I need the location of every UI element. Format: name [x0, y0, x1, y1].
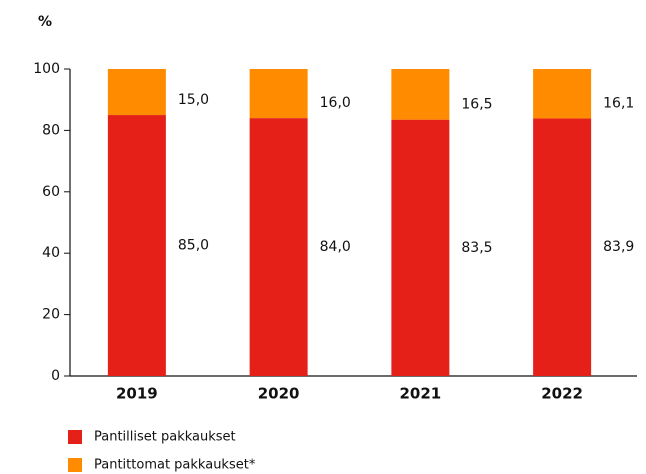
y-axis-label: % — [38, 14, 52, 30]
legend-swatch — [68, 430, 82, 444]
bar-segment — [249, 118, 308, 377]
bar-segment — [533, 118, 592, 376]
y-tick-label: 20 — [42, 307, 60, 323]
x-tick-label: 2019 — [116, 385, 158, 403]
data-label: 83,9 — [603, 239, 634, 255]
data-label: 85,0 — [178, 238, 209, 254]
x-tick-label: 2022 — [541, 385, 583, 403]
bar-segment — [249, 69, 308, 119]
x-tick-label: 2020 — [258, 385, 300, 403]
bar-segment — [107, 115, 166, 377]
data-label: 16,1 — [603, 95, 634, 111]
bar-segment — [533, 69, 592, 119]
y-tick-label: 80 — [42, 122, 60, 138]
data-label: 84,0 — [320, 239, 351, 255]
bar-segment — [391, 119, 450, 376]
data-label: 16,0 — [320, 95, 351, 111]
x-tick-label: 2021 — [400, 385, 442, 403]
bar-segment — [391, 69, 450, 120]
y-tick-label: 60 — [42, 184, 60, 200]
y-tick-label: 0 — [51, 368, 60, 384]
bar-segment — [107, 69, 166, 116]
y-tick-label: 100 — [33, 61, 60, 77]
legend-swatch — [68, 458, 82, 472]
data-label: 16,5 — [461, 97, 492, 113]
data-label: 83,5 — [461, 240, 492, 256]
data-label: 15,0 — [178, 92, 209, 108]
y-tick-label: 40 — [42, 245, 60, 261]
legend-label: Pantittomat pakkaukset* — [94, 458, 256, 473]
legend-label: Pantilliset pakkaukset — [94, 430, 236, 445]
